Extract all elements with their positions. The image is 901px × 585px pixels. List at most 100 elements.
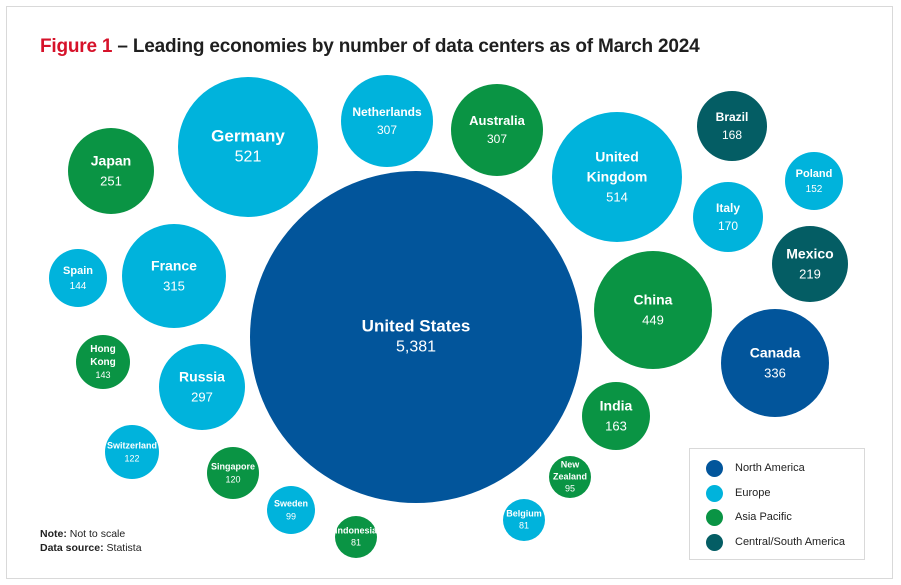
bubble-value: 315 bbox=[163, 278, 185, 293]
bubble-value: 143 bbox=[95, 370, 110, 380]
bubble-value: 168 bbox=[722, 128, 742, 142]
bubble-value: 163 bbox=[605, 418, 627, 433]
bubble-india: India 163 bbox=[582, 382, 650, 450]
source-line: Data source: Statista bbox=[40, 541, 142, 555]
bubble-sweden: Sweden 99 bbox=[267, 486, 315, 534]
bubble-circle bbox=[68, 128, 154, 214]
bubble-label: Zealand bbox=[553, 472, 587, 482]
legend-label: Central/South America bbox=[735, 536, 846, 548]
source-text: Statista bbox=[103, 542, 142, 554]
bubble-circle bbox=[594, 251, 712, 369]
bubble-germany: Germany 521 bbox=[178, 77, 318, 217]
legend-swatch-asia-pacific bbox=[706, 508, 723, 526]
legend-item-north-america: North America bbox=[706, 458, 805, 478]
bubble-canada: Canada 336 bbox=[721, 309, 829, 417]
bubble-circle bbox=[49, 249, 107, 307]
bubble-australia: Australia 307 bbox=[451, 84, 543, 176]
bubble-circle bbox=[335, 516, 377, 558]
legend-item-asia-pacific: Asia Pacific bbox=[706, 507, 792, 527]
legend-label: Asia Pacific bbox=[735, 511, 792, 523]
figure-title: Figure 1 – Leading economies by number o… bbox=[40, 36, 700, 58]
bubble-circle bbox=[697, 91, 767, 161]
bubble-circle bbox=[552, 112, 682, 242]
bubble-circle bbox=[549, 456, 591, 498]
source-label: Data source: bbox=[40, 542, 104, 554]
legend-item-europe: Europe bbox=[706, 483, 770, 503]
bubble-poland: Poland 152 bbox=[785, 152, 843, 210]
bubble-label: Hong bbox=[90, 344, 116, 355]
bubble-label: Netherlands bbox=[352, 105, 422, 119]
notes: Note: Not to scale Data source: Statista bbox=[40, 527, 142, 555]
bubble-circle bbox=[785, 152, 843, 210]
bubble-value: 122 bbox=[124, 453, 139, 463]
bubble-circle bbox=[250, 171, 582, 503]
bubble-circle bbox=[267, 486, 315, 534]
bubble-value: 5,381 bbox=[396, 338, 436, 355]
bubble-label: France bbox=[151, 257, 197, 273]
bubble-label: Russia bbox=[179, 368, 225, 384]
bubble-value: 81 bbox=[351, 538, 361, 548]
bubble-singapore: Singapore 120 bbox=[207, 447, 259, 499]
bubble-label: United States bbox=[362, 316, 471, 335]
bubble-value: 307 bbox=[377, 123, 397, 137]
bubble-circle bbox=[341, 75, 433, 167]
bubble-france: France 315 bbox=[122, 224, 226, 328]
bubble-label: India bbox=[600, 397, 633, 413]
bubble-circle bbox=[159, 344, 245, 430]
bubble-indonesia: Indonesia 81 bbox=[335, 516, 378, 558]
bubble-label: Kingdom bbox=[587, 168, 648, 184]
bubble-label: United bbox=[595, 148, 639, 164]
bubble-value: 99 bbox=[286, 511, 296, 521]
bubble-label: China bbox=[634, 291, 673, 307]
bubble-united-states: United States 5,381 bbox=[250, 171, 582, 503]
bubble-circle bbox=[772, 226, 848, 302]
figure-label: Figure 1 bbox=[40, 36, 113, 57]
legend-swatch-europe bbox=[706, 484, 723, 502]
bubble-circle bbox=[178, 77, 318, 217]
bubble-circle bbox=[76, 335, 130, 389]
bubble-value: 449 bbox=[642, 312, 664, 327]
bubble-circle bbox=[207, 447, 259, 499]
bubble-label: Australia bbox=[469, 113, 525, 128]
bubble-label: Mexico bbox=[786, 245, 833, 261]
bubble-mexico: Mexico 219 bbox=[772, 226, 848, 302]
bubble-label: Italy bbox=[716, 201, 740, 215]
legend-label: North America bbox=[735, 462, 805, 474]
note-text: Not to scale bbox=[66, 528, 126, 540]
legend-swatch-central-south-america bbox=[706, 533, 723, 551]
bubble-label: Sweden bbox=[274, 498, 308, 508]
bubble-italy: Italy 170 bbox=[693, 182, 763, 252]
bubble-circle bbox=[503, 499, 545, 541]
bubble-netherlands: Netherlands 307 bbox=[341, 75, 433, 167]
bubble-united-kingdom: United Kingdom 514 bbox=[552, 112, 682, 242]
bubble-label: Canada bbox=[750, 344, 801, 360]
bubble-label: Indonesia bbox=[335, 526, 378, 536]
bubble-circle bbox=[693, 182, 763, 252]
bubble-value: 170 bbox=[718, 219, 738, 233]
bubble-label: Belgium bbox=[506, 509, 542, 519]
bubble-circle bbox=[721, 309, 829, 417]
bubble-label: Spain bbox=[63, 265, 93, 277]
figure-title-text: – Leading economies by number of data ce… bbox=[112, 36, 700, 57]
bubble-china: China 449 bbox=[594, 251, 712, 369]
bubble-new-zealand: New Zealand 95 bbox=[549, 456, 591, 498]
bubble-hong-kong: Hong Kong 143 bbox=[76, 335, 130, 389]
bubble-value: 514 bbox=[606, 189, 628, 204]
bubble-value: 152 bbox=[806, 184, 823, 195]
note-label: Note: bbox=[40, 528, 67, 540]
bubble-circle bbox=[451, 84, 543, 176]
bubble-circle bbox=[582, 382, 650, 450]
bubble-brazil: Brazil 168 bbox=[697, 91, 767, 161]
bubble-label: Kong bbox=[90, 357, 116, 368]
bubble-label: Singapore bbox=[211, 461, 255, 471]
bubble-value: 144 bbox=[70, 281, 87, 292]
bubble-japan: Japan 251 bbox=[68, 128, 154, 214]
bubble-value: 120 bbox=[225, 474, 240, 484]
bubble-switzerland: Switzerland 122 bbox=[105, 425, 159, 479]
bubble-value: 81 bbox=[519, 521, 529, 531]
bubble-value: 336 bbox=[764, 365, 786, 380]
bubble-label: Switzerland bbox=[107, 440, 157, 450]
bubble-label: Germany bbox=[211, 126, 285, 145]
bubble-label: Japan bbox=[91, 152, 131, 168]
